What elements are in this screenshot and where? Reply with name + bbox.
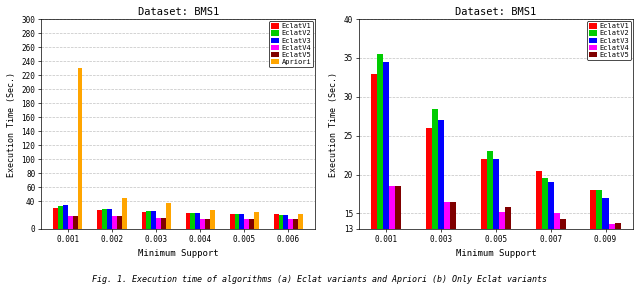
Bar	[426, 128, 432, 285]
Legend: EclatV1, EclatV2, EclatV3, EclatV4, EclatV5: EclatV1, EclatV2, EclatV3, EclatV4, Ecla…	[587, 21, 631, 60]
Bar	[371, 74, 377, 285]
Bar	[58, 206, 63, 229]
Title: Dataset: BMS1: Dataset: BMS1	[138, 7, 219, 17]
Text: Fig. 1. Execution time of algorithms (a) Eclat variants and Apriori (b) Only Ecl: Fig. 1. Execution time of algorithms (a)…	[93, 274, 547, 284]
Bar	[383, 62, 389, 285]
Bar	[147, 211, 151, 229]
Bar	[591, 190, 596, 285]
Bar	[499, 212, 505, 285]
Bar	[97, 210, 102, 229]
Bar	[505, 207, 511, 285]
Title: Dataset: BMS1: Dataset: BMS1	[455, 7, 536, 17]
Bar	[481, 159, 487, 285]
Bar	[200, 219, 205, 229]
Bar	[389, 186, 396, 285]
Bar	[450, 202, 456, 285]
Bar	[68, 216, 73, 229]
Bar	[541, 178, 548, 285]
Bar	[609, 223, 614, 285]
Bar	[195, 213, 200, 229]
Bar	[239, 214, 244, 229]
Bar	[156, 218, 161, 229]
X-axis label: Minimum Support: Minimum Support	[138, 249, 218, 258]
Bar	[289, 219, 293, 229]
X-axis label: Minimum Support: Minimum Support	[456, 249, 536, 258]
Bar	[444, 202, 450, 285]
Bar	[536, 171, 541, 285]
Bar	[102, 209, 107, 229]
Y-axis label: Execution Time (Sec.): Execution Time (Sec.)	[7, 72, 16, 176]
Bar	[548, 182, 554, 285]
Bar	[210, 210, 215, 229]
Bar	[230, 214, 235, 229]
Legend: EclatV1, EclatV2, EclatV3, EclatV4, EclatV5, Apriori: EclatV1, EclatV2, EclatV3, EclatV4, Ecla…	[269, 21, 314, 67]
Bar	[487, 151, 493, 285]
Bar	[396, 186, 401, 285]
Bar	[284, 215, 289, 229]
Bar	[63, 205, 68, 229]
Bar	[166, 203, 171, 229]
Bar	[554, 213, 560, 285]
Bar	[244, 219, 249, 229]
Bar	[73, 216, 77, 229]
Bar	[560, 219, 566, 285]
Y-axis label: Execution Time (Sec.): Execution Time (Sec.)	[329, 72, 339, 176]
Bar	[77, 68, 83, 229]
Bar	[112, 216, 117, 229]
Bar	[614, 223, 621, 285]
Bar	[298, 213, 303, 229]
Bar	[274, 214, 278, 229]
Bar	[432, 109, 438, 285]
Bar	[278, 215, 284, 229]
Bar	[141, 211, 147, 229]
Bar	[602, 198, 609, 285]
Bar	[249, 219, 254, 229]
Bar	[377, 54, 383, 285]
Bar	[117, 216, 122, 229]
Bar	[122, 198, 127, 229]
Bar	[235, 214, 239, 229]
Bar	[53, 208, 58, 229]
Bar	[493, 159, 499, 285]
Bar	[254, 212, 259, 229]
Bar	[438, 120, 444, 285]
Bar	[161, 218, 166, 229]
Bar	[107, 209, 112, 229]
Bar	[191, 213, 195, 229]
Bar	[205, 219, 210, 229]
Bar	[596, 190, 602, 285]
Bar	[186, 213, 191, 229]
Bar	[151, 211, 156, 229]
Bar	[293, 219, 298, 229]
